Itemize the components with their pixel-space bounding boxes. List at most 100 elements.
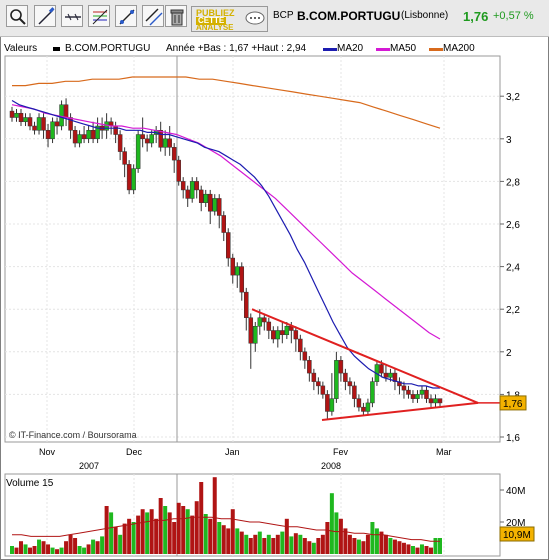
candle-down [401,385,407,391]
candle-down [140,134,145,140]
volume-bar-up [356,539,361,554]
trendline-lower [321,401,479,421]
volume-bar-up [100,536,105,554]
draw-line-button[interactable] [34,5,56,27]
volume-bar-down [176,502,181,554]
volume-bar-down [95,541,100,554]
candle-down [338,360,344,374]
legend-range: Année +Bas : 1,67 +Haut : 2,94 [166,43,307,54]
volume-bar-up [82,547,87,554]
candle-up [149,134,154,144]
ma50-line [11,104,441,340]
copyright-text: © IT-Finance.com / Boursorama [9,430,137,440]
volume-bar-up [244,534,249,554]
x-tick-label: Dec [126,447,143,457]
candle-down [307,360,312,374]
trendline-button[interactable] [115,5,137,27]
candle-down [262,317,267,323]
legend-ma20: MA20 [337,43,364,54]
volume-bar-up [118,534,123,554]
y-tick-label: 2,6 [506,220,520,231]
trendline-icon [119,9,135,25]
volume-bar-down [302,538,307,554]
volume-bar-down [158,498,163,554]
channel-button[interactable] [142,5,164,27]
volume-bar-up [388,538,393,554]
candle-down [392,372,398,382]
candle-up [162,138,168,148]
trendline-upper [251,308,479,404]
candle-down [347,381,353,387]
volume-bar-up [131,522,136,554]
volume-bar-up [419,544,424,554]
volume-bar-down [19,541,24,554]
candle-down [266,321,272,331]
candle-down [144,138,150,144]
volume-bar-down [28,547,33,554]
candle-down [271,330,276,340]
candle-down [18,112,24,123]
candle-down [352,385,357,399]
candle-down [320,385,326,395]
candle-up [370,381,375,404]
candle-down [27,117,33,127]
volume-tick-label: 40M [506,486,525,497]
candle-down [176,159,181,182]
volume-bar-up [235,528,240,554]
candle-down [194,181,199,191]
y-tick-label: 3 [506,135,512,146]
candle-down [117,134,123,152]
candle-down [383,372,389,378]
volume-bar-down [275,534,280,554]
candle-up [253,325,258,344]
legend-series-swatch [53,47,60,51]
volume-bar-down [46,544,51,554]
volume-bar-down [424,546,429,554]
candle-up [131,168,136,191]
candle-down [343,372,348,382]
candle-down [185,189,190,199]
legend-label: Valeurs [4,43,38,54]
candle-down [311,372,317,382]
x-tick-label: Mar [436,447,452,457]
volume-bar-down [253,534,258,554]
volume-bar-down [239,531,244,554]
candle-down [302,351,308,361]
volume-bar-down [248,538,253,554]
candle-down [63,104,69,118]
candle-down [216,198,222,216]
volume-bar-up [329,493,334,554]
horizontal-line-button[interactable] [61,5,83,27]
volume-bar-down [307,541,312,554]
publish-line-3: ANALYSE [196,23,234,32]
candle-down [171,147,177,161]
volume-bar-down [397,541,402,554]
legend-ma50: MA50 [390,43,417,54]
candle-down [126,164,132,191]
stock-name: B.COM.PORTUGU [297,9,401,23]
candle-down [90,130,96,140]
candle-down [325,394,330,412]
volume-bar-up [163,506,168,554]
candle-down [248,317,254,344]
zoom-button[interactable] [6,5,28,27]
candle-down [113,125,118,135]
candle-up [257,317,263,327]
publish-analysis-button[interactable]: PUBLIEZ CETTE ANALYSE [191,6,268,32]
volume-bar-down [73,538,78,554]
pencil-line-icon [38,7,55,25]
volume-bar-up [10,546,14,554]
candle-down [54,121,60,127]
ticker-symbol: BCP [273,10,294,21]
fibonacci-icon [92,9,108,25]
candle-down [207,193,213,212]
candle-up [189,181,195,199]
candle-up [419,389,425,395]
price-change: +0,57 % [493,10,534,22]
volume-bar-down [68,534,73,554]
candle-down [122,151,127,165]
candle-down [424,389,429,399]
fibonacci-button[interactable] [88,5,110,27]
delete-button[interactable] [165,5,187,27]
candle-up [235,266,240,276]
